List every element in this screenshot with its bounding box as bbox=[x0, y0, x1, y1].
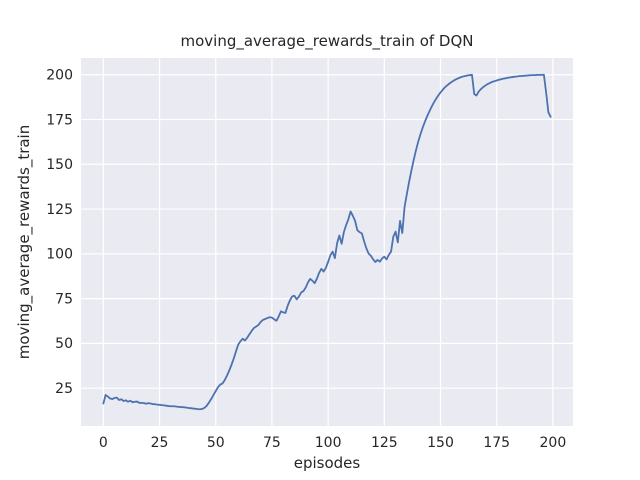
y-tick-label: 200 bbox=[46, 67, 73, 83]
y-tick-label: 75 bbox=[55, 291, 73, 307]
x-tick-label: 75 bbox=[263, 435, 281, 451]
y-tick-labels: 25 50 75 100 125 150 175 200 bbox=[46, 67, 73, 396]
y-tick-label: 50 bbox=[55, 336, 73, 352]
y-axis-label: moving_average_rewards_train bbox=[15, 125, 34, 359]
y-tick-label: 100 bbox=[46, 247, 73, 263]
x-axis-label: episodes bbox=[294, 454, 361, 472]
x-tick-label: 25 bbox=[151, 435, 169, 451]
x-tick-labels: 0 25 50 75 100 125 150 175 200 bbox=[99, 435, 566, 451]
plot-area bbox=[81, 58, 573, 426]
y-tick-label: 150 bbox=[46, 157, 73, 173]
x-tick-label: 50 bbox=[207, 435, 225, 451]
chart-title: moving_average_rewards_train of DQN bbox=[180, 32, 473, 51]
x-tick-label: 175 bbox=[483, 435, 510, 451]
line-series-dqn bbox=[102, 73, 552, 411]
x-tick-label: 0 bbox=[99, 435, 108, 451]
y-tick-label: 125 bbox=[46, 202, 73, 218]
x-tick-label: 150 bbox=[427, 435, 454, 451]
x-tick-label: 100 bbox=[315, 435, 342, 451]
x-tick-label: 125 bbox=[371, 435, 398, 451]
y-tick-label: 25 bbox=[55, 381, 73, 397]
y-tick-label: 175 bbox=[46, 112, 73, 128]
x-tick-label: 200 bbox=[540, 435, 567, 451]
gridlines bbox=[81, 58, 573, 426]
